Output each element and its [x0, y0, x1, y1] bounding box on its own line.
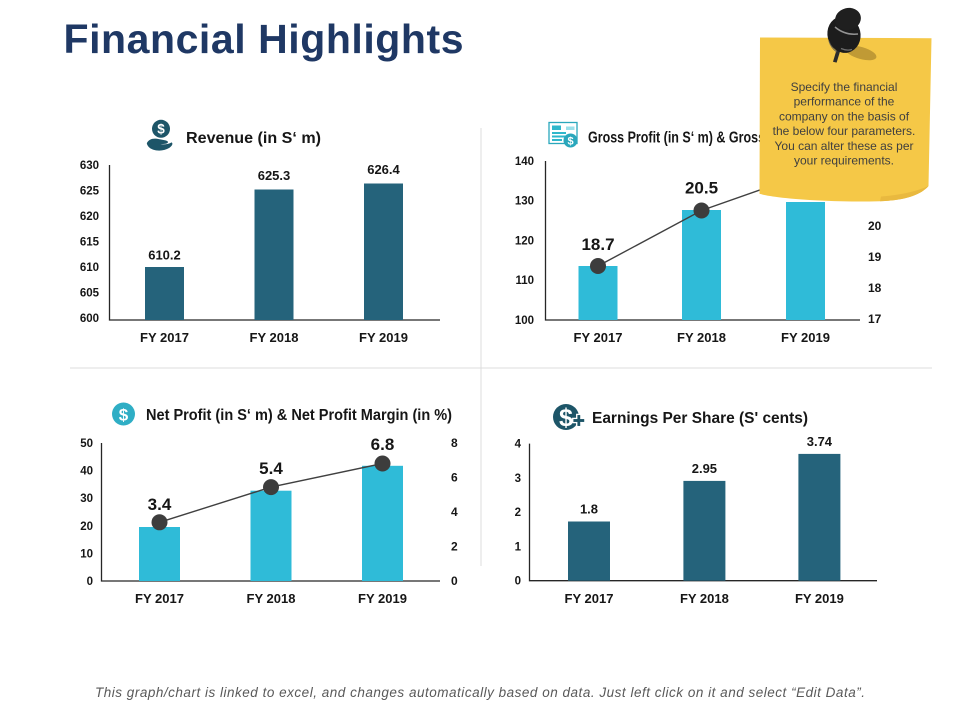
svg-text:0: 0 [451, 574, 458, 588]
svg-text:2.95: 2.95 [692, 461, 717, 476]
svg-text:FY 2019: FY 2019 [795, 591, 844, 606]
svg-text:1: 1 [515, 541, 522, 553]
svg-text:30: 30 [80, 493, 93, 505]
svg-text:625.3: 625.3 [258, 168, 291, 183]
svg-text:You can alter these as per: You can alter these as per [775, 139, 914, 153]
svg-text:FY 2018: FY 2018 [677, 330, 726, 345]
svg-text:100: 100 [515, 315, 534, 327]
svg-text:5.4: 5.4 [259, 459, 283, 478]
svg-text:FY 2017: FY 2017 [140, 330, 189, 345]
svg-text:0: 0 [87, 576, 93, 588]
svg-text:FY 2017: FY 2017 [135, 591, 184, 606]
svg-text:605: 605 [80, 288, 100, 300]
svg-text:3: 3 [515, 473, 521, 485]
svg-text:10: 10 [80, 548, 93, 560]
svg-text:20.5: 20.5 [685, 179, 718, 198]
svg-text:your requirements.: your requirements. [794, 154, 894, 168]
svg-text:6: 6 [451, 471, 458, 485]
svg-text:Net Profit (in S‘ m) & Net Pro: Net Profit (in S‘ m) & Net Profit Margin… [146, 407, 452, 424]
svg-text:620: 620 [80, 211, 99, 223]
svg-text:FY 2018: FY 2018 [680, 591, 729, 606]
svg-text:3.74: 3.74 [807, 434, 833, 449]
svg-text:4: 4 [451, 505, 458, 519]
svg-text:615: 615 [80, 237, 100, 249]
svg-text:140: 140 [515, 156, 534, 168]
svg-text:FY 2019: FY 2019 [359, 330, 408, 345]
svg-text:$: $ [559, 404, 573, 432]
svg-text:19: 19 [868, 250, 882, 264]
svg-text:610.2: 610.2 [148, 248, 181, 263]
svg-text:18.7: 18.7 [581, 235, 614, 254]
svg-text:610: 610 [80, 262, 99, 274]
svg-text:8: 8 [451, 436, 458, 450]
svg-text:FY 2019: FY 2019 [358, 591, 407, 606]
svg-text:$: $ [567, 136, 573, 148]
svg-text:3.4: 3.4 [148, 495, 172, 514]
svg-text:$: $ [119, 406, 129, 425]
svg-text:630: 630 [80, 160, 99, 172]
svg-text:company on the basis of: company on the basis of [779, 109, 910, 123]
svg-text:1.8: 1.8 [580, 502, 598, 517]
svg-text:40: 40 [80, 466, 93, 478]
svg-text:FY 2018: FY 2018 [250, 330, 299, 345]
svg-text:2: 2 [515, 507, 521, 519]
svg-text:This graph/chart is linked to: This graph/chart is linked to excel, and… [95, 685, 865, 700]
svg-text:FY 2017: FY 2017 [574, 330, 623, 345]
svg-text:18: 18 [868, 281, 882, 295]
svg-text:625: 625 [80, 186, 100, 198]
svg-text:2: 2 [451, 540, 458, 554]
svg-text:50: 50 [80, 438, 93, 450]
svg-text:Earnings Per Share (S' cents): Earnings Per Share (S' cents) [592, 410, 808, 427]
svg-text:120: 120 [515, 236, 534, 248]
svg-text:17: 17 [868, 312, 882, 326]
svg-text:626.4: 626.4 [367, 162, 400, 177]
svg-text:600: 600 [80, 313, 99, 325]
svg-text:FY 2017: FY 2017 [565, 591, 614, 606]
svg-text:20: 20 [868, 219, 882, 233]
svg-text:110: 110 [515, 275, 534, 287]
svg-text:Financial Highlights: Financial Highlights [64, 16, 464, 62]
svg-text:20: 20 [80, 521, 93, 533]
svg-text:6.8: 6.8 [371, 435, 395, 454]
svg-text:FY 2019: FY 2019 [781, 330, 830, 345]
svg-text:Revenue (in S‘ m): Revenue (in S‘ m) [186, 130, 321, 147]
svg-text:$: $ [157, 122, 165, 137]
svg-text:0: 0 [515, 576, 521, 588]
svg-text:Specify the financial: Specify the financial [791, 80, 898, 94]
svg-text:130: 130 [515, 196, 534, 208]
svg-text:4: 4 [515, 439, 522, 451]
svg-text:FY 2018: FY 2018 [247, 591, 296, 606]
svg-text:performance of the: performance of the [794, 95, 895, 109]
svg-text:the below four parameters.: the below four parameters. [773, 124, 916, 138]
